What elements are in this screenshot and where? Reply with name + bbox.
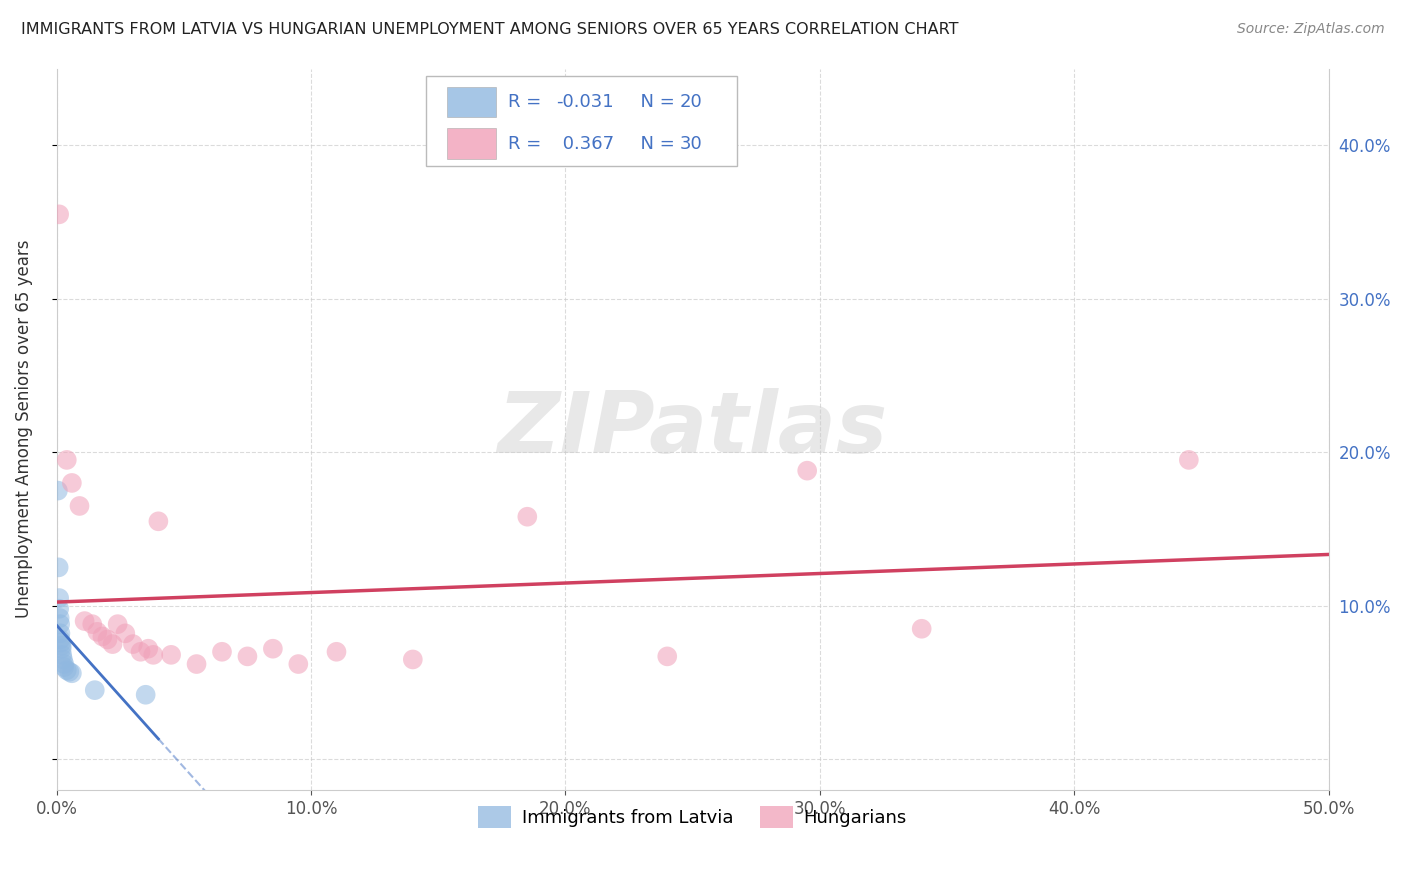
Point	[46, 483, 69, 498]
Point	[1178, 453, 1201, 467]
Point	[96, 632, 118, 647]
Point	[60, 666, 83, 681]
Bar	[447, 87, 495, 118]
Point	[58, 665, 80, 679]
Point	[114, 626, 136, 640]
Point	[48, 207, 70, 221]
Point	[51, 648, 73, 662]
Point	[51, 641, 73, 656]
Point	[148, 514, 170, 528]
Point	[49, 617, 72, 632]
Point	[56, 663, 79, 677]
Y-axis label: Unemployment Among Seniors over 65 years: Unemployment Among Seniors over 65 years	[15, 240, 32, 618]
Text: R =: R =	[508, 135, 547, 153]
Text: -0.031: -0.031	[557, 93, 614, 112]
Point	[48, 591, 70, 605]
Point	[236, 649, 259, 664]
Point	[51, 635, 73, 649]
Text: 20: 20	[681, 93, 703, 112]
Text: N =: N =	[628, 93, 681, 112]
Point	[142, 648, 165, 662]
Text: 30: 30	[681, 135, 703, 153]
Point	[73, 614, 96, 628]
Point	[262, 641, 284, 656]
Point	[83, 683, 105, 698]
Text: ZIPatlas: ZIPatlas	[498, 388, 887, 471]
Point	[51, 639, 73, 653]
Point	[796, 464, 818, 478]
Point	[657, 649, 679, 664]
Point	[56, 453, 79, 467]
Point	[186, 657, 208, 671]
Point	[53, 657, 76, 671]
Text: N =: N =	[628, 135, 681, 153]
Point	[402, 652, 425, 666]
Point	[48, 602, 70, 616]
Point	[287, 657, 309, 671]
Point	[48, 560, 70, 574]
Point	[136, 641, 159, 656]
Point	[82, 617, 104, 632]
Point	[211, 645, 233, 659]
Text: Source: ZipAtlas.com: Source: ZipAtlas.com	[1237, 22, 1385, 37]
FancyBboxPatch shape	[426, 76, 737, 166]
Point	[911, 622, 934, 636]
Point	[516, 509, 538, 524]
Point	[48, 611, 70, 625]
Point	[53, 660, 76, 674]
Bar	[447, 128, 495, 159]
Point	[122, 637, 145, 651]
Point	[60, 475, 83, 490]
Point	[52, 652, 75, 666]
Legend: Immigrants from Latvia, Hungarians: Immigrants from Latvia, Hungarians	[471, 798, 914, 835]
Point	[135, 688, 157, 702]
Point	[129, 645, 152, 659]
Point	[49, 632, 72, 647]
Text: R =: R =	[508, 93, 547, 112]
Point	[91, 629, 114, 643]
Point	[101, 637, 124, 651]
Point	[86, 624, 108, 639]
Text: 0.367: 0.367	[557, 135, 613, 153]
Text: IMMIGRANTS FROM LATVIA VS HUNGARIAN UNEMPLOYMENT AMONG SENIORS OVER 65 YEARS COR: IMMIGRANTS FROM LATVIA VS HUNGARIAN UNEM…	[21, 22, 959, 37]
Point	[49, 626, 72, 640]
Point	[107, 617, 129, 632]
Point	[69, 499, 91, 513]
Point	[325, 645, 347, 659]
Point	[160, 648, 183, 662]
